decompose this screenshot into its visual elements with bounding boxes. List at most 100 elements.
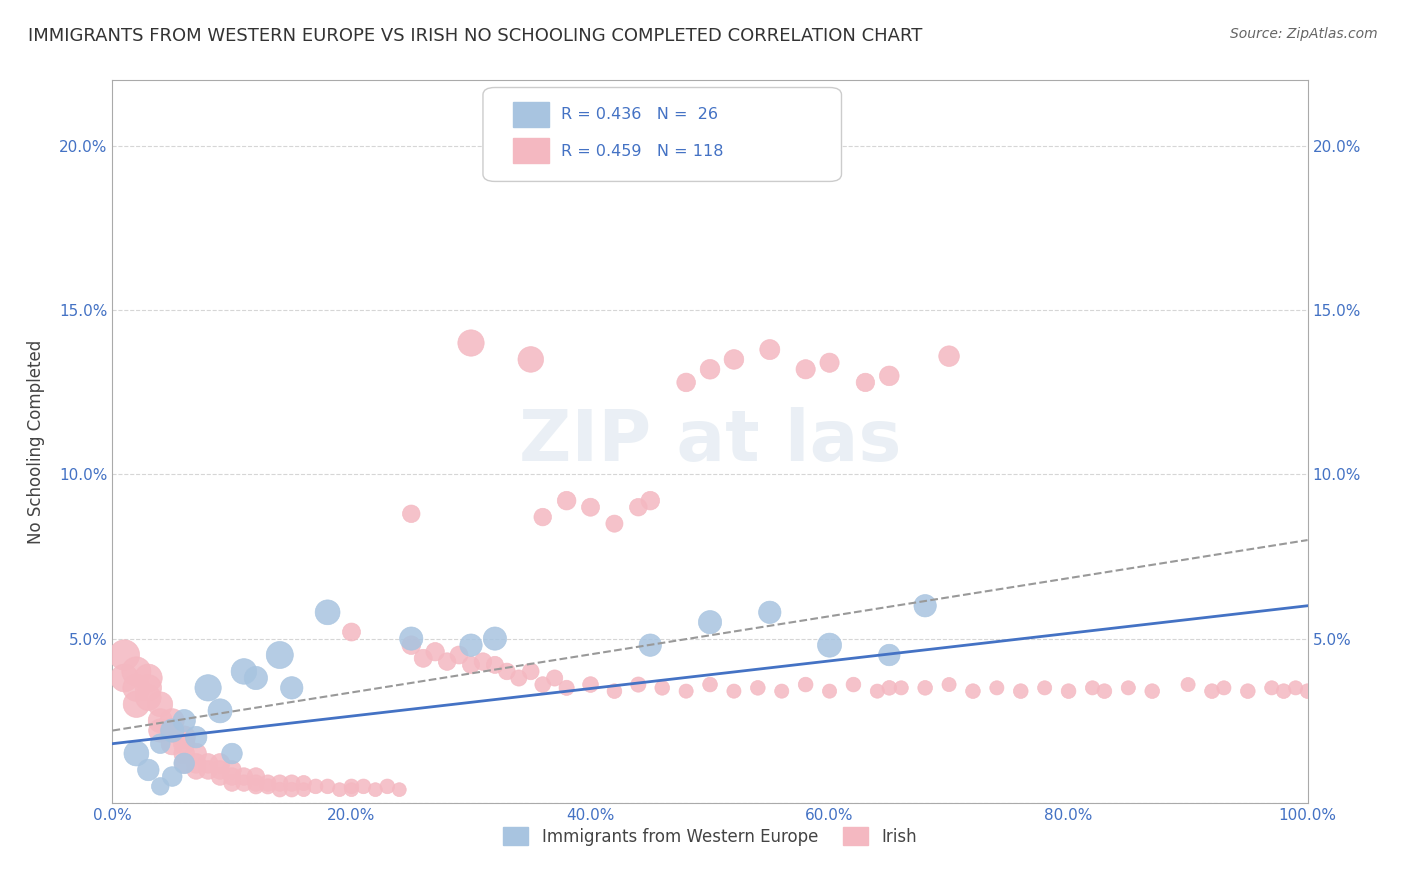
Point xyxy=(699,362,721,376)
Point xyxy=(1142,684,1164,698)
Point xyxy=(209,763,232,777)
Point xyxy=(269,776,291,790)
Point xyxy=(675,376,697,390)
Text: IMMIGRANTS FROM WESTERN EUROPE VS IRISH NO SCHOOLING COMPLETED CORRELATION CHART: IMMIGRANTS FROM WESTERN EUROPE VS IRISH … xyxy=(28,27,922,45)
Point xyxy=(1296,684,1319,698)
Point xyxy=(114,648,135,662)
Point xyxy=(114,671,135,685)
Point xyxy=(173,737,195,751)
Point xyxy=(186,763,208,777)
Point xyxy=(125,681,148,695)
Point xyxy=(173,714,195,728)
Point xyxy=(627,677,650,691)
Point xyxy=(173,730,195,744)
Point xyxy=(233,665,256,679)
Point xyxy=(759,605,782,619)
Point xyxy=(1118,681,1140,695)
Point xyxy=(1285,681,1308,695)
Point xyxy=(555,681,578,695)
Point xyxy=(699,615,721,630)
Point xyxy=(257,780,280,794)
Point xyxy=(221,776,243,790)
Point xyxy=(842,677,865,691)
Point xyxy=(257,776,280,790)
Point xyxy=(770,684,793,698)
Point xyxy=(640,493,662,508)
Point xyxy=(603,516,626,531)
FancyBboxPatch shape xyxy=(484,87,842,181)
Point xyxy=(316,780,339,794)
Point xyxy=(579,677,602,691)
Point xyxy=(879,648,901,662)
Point xyxy=(233,776,256,790)
Point xyxy=(149,723,172,738)
Point xyxy=(1081,681,1104,695)
Point xyxy=(138,690,160,705)
Point xyxy=(162,737,183,751)
Point xyxy=(759,343,782,357)
Point xyxy=(401,638,423,652)
Point xyxy=(388,782,411,797)
Point xyxy=(377,780,399,794)
Point xyxy=(938,677,960,691)
Point xyxy=(138,763,160,777)
Point xyxy=(162,714,183,728)
Point xyxy=(447,648,470,662)
Point xyxy=(316,605,339,619)
Point xyxy=(209,704,232,718)
Point xyxy=(245,770,267,784)
Point xyxy=(197,756,219,771)
Point xyxy=(173,756,195,771)
Point xyxy=(640,638,662,652)
Point xyxy=(818,638,841,652)
Point xyxy=(305,780,328,794)
Point xyxy=(125,665,148,679)
Point xyxy=(269,782,291,797)
Point xyxy=(340,782,363,797)
Point xyxy=(1010,684,1032,698)
Point xyxy=(1237,684,1260,698)
Point xyxy=(531,510,554,524)
Point xyxy=(173,747,195,761)
Point xyxy=(221,747,243,761)
Point xyxy=(794,677,817,691)
Point xyxy=(138,671,160,685)
Point xyxy=(197,763,219,777)
Point xyxy=(281,681,304,695)
Point xyxy=(579,500,602,515)
Text: R = 0.459   N = 118: R = 0.459 N = 118 xyxy=(561,144,723,159)
Point xyxy=(245,780,267,794)
Point xyxy=(460,336,482,351)
Point xyxy=(149,714,172,728)
Point xyxy=(138,681,160,695)
Point xyxy=(292,782,315,797)
Text: Source: ZipAtlas.com: Source: ZipAtlas.com xyxy=(1230,27,1378,41)
Point xyxy=(723,352,745,367)
Point xyxy=(879,681,901,695)
Point xyxy=(173,756,195,771)
Point xyxy=(1057,684,1080,698)
Point xyxy=(233,770,256,784)
Point xyxy=(627,500,650,515)
Point xyxy=(818,356,841,370)
Text: ZIP at las: ZIP at las xyxy=(519,407,901,476)
Point xyxy=(281,782,304,797)
Point xyxy=(1201,684,1223,698)
Point xyxy=(543,671,565,685)
Point xyxy=(149,780,172,794)
Point xyxy=(484,657,506,672)
Point xyxy=(1177,677,1199,691)
Point xyxy=(162,770,183,784)
Point xyxy=(1033,681,1056,695)
Point xyxy=(292,776,315,790)
Point xyxy=(281,776,304,790)
Point xyxy=(890,681,912,695)
Point xyxy=(855,376,877,390)
Point xyxy=(1272,684,1295,698)
Point xyxy=(723,684,745,698)
Point xyxy=(425,645,447,659)
Bar xyxy=(513,138,548,163)
Point xyxy=(460,638,482,652)
Point xyxy=(651,681,673,695)
Point xyxy=(496,665,519,679)
